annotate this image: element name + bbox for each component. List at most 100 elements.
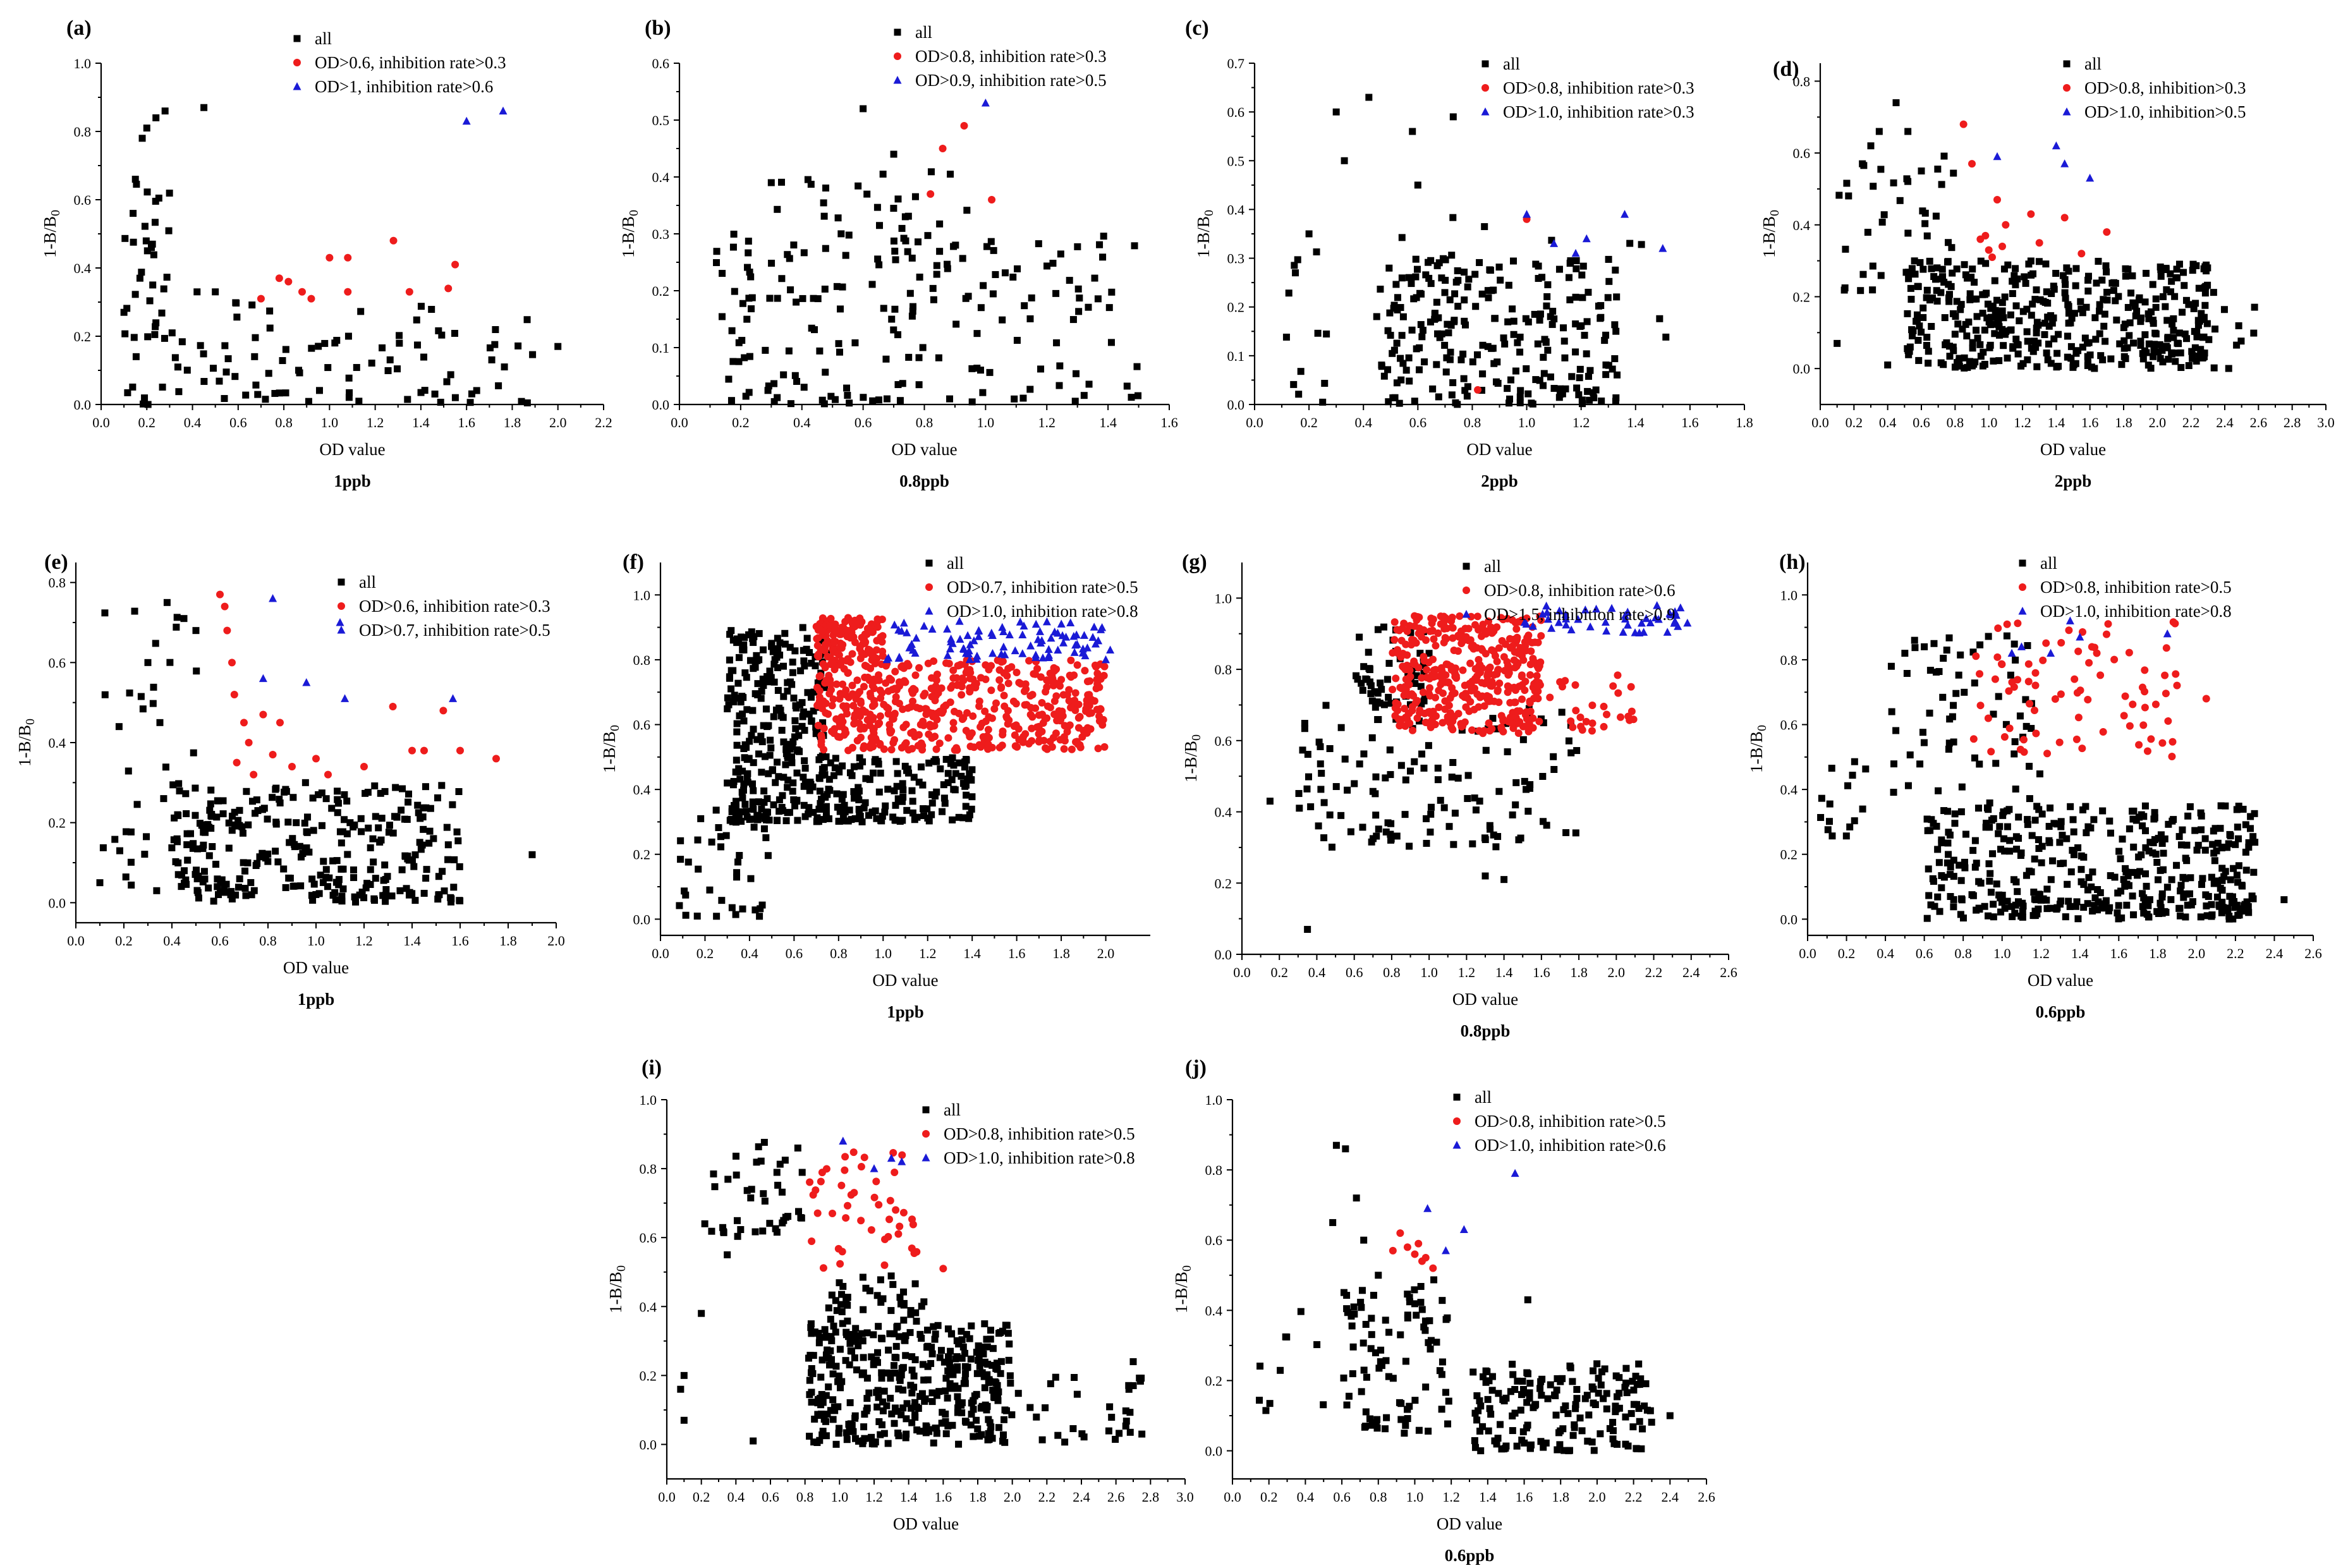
- point-all: [876, 222, 884, 229]
- point-mid: [1413, 697, 1421, 705]
- point-all: [116, 847, 123, 854]
- point-all: [2164, 334, 2172, 341]
- point-all: [748, 294, 756, 301]
- x-tick-label: 1.6: [1008, 945, 1026, 961]
- point-all: [962, 295, 970, 302]
- point-all: [151, 331, 159, 338]
- point-all: [1053, 339, 1061, 346]
- point-all: [234, 884, 242, 891]
- point-all: [950, 762, 958, 769]
- point-high: [903, 628, 911, 636]
- point-all: [1500, 876, 1508, 884]
- x-tick-label: 1.4: [900, 1489, 918, 1505]
- point-all: [822, 1392, 830, 1399]
- point-all: [370, 895, 378, 903]
- point-mid: [891, 684, 899, 693]
- point-mid: [2039, 656, 2047, 664]
- y-tick-label: 0.2: [640, 1368, 657, 1383]
- point-all: [2110, 279, 2118, 286]
- point-all: [1857, 287, 1864, 295]
- point-all: [123, 828, 130, 836]
- point-all: [180, 615, 188, 623]
- point-all: [850, 763, 858, 770]
- point-all: [195, 894, 202, 902]
- point-all: [325, 874, 333, 882]
- point-all: [2158, 839, 2166, 847]
- point-all: [2130, 843, 2138, 851]
- point-all: [808, 717, 815, 725]
- point-all: [888, 315, 896, 323]
- point-all: [382, 876, 389, 884]
- point-all: [2144, 902, 2152, 909]
- y-tick-label: 0.8: [640, 1161, 657, 1177]
- point-all: [318, 822, 325, 829]
- point-mid: [902, 720, 910, 729]
- point-all: [2016, 712, 2024, 720]
- x-tick-label: 1.0: [321, 415, 339, 430]
- point-all: [252, 810, 259, 817]
- point-all: [1377, 679, 1384, 687]
- point-all: [734, 769, 742, 776]
- point-all: [318, 789, 325, 797]
- point-all: [1319, 398, 1327, 406]
- point-all: [2096, 307, 2103, 315]
- point-all: [883, 395, 891, 403]
- point-all: [2107, 829, 2114, 837]
- point-mid: [269, 751, 277, 758]
- point-all: [2202, 283, 2210, 290]
- point-mid: [1993, 653, 2002, 661]
- point-all: [818, 396, 826, 404]
- point-all: [677, 856, 684, 863]
- point-all: [2053, 363, 2060, 371]
- point-all: [1555, 394, 1563, 401]
- point-all: [2152, 295, 2160, 303]
- point-all: [1434, 776, 1442, 784]
- point-all: [986, 368, 994, 376]
- x-tick-label: 0.8: [259, 933, 277, 949]
- point-all: [1011, 395, 1018, 403]
- point-all: [1332, 108, 1340, 116]
- point-all: [766, 751, 774, 759]
- point-mid: [2019, 736, 2028, 744]
- point-mid: [2120, 712, 2128, 720]
- point-mid: [444, 284, 453, 293]
- point-all: [1974, 334, 1981, 342]
- point-all: [1434, 764, 1442, 772]
- y-tick-label: 0.8: [1215, 662, 1232, 678]
- point-all: [1938, 265, 1946, 273]
- point-all: [1282, 333, 1290, 341]
- point-all: [279, 357, 286, 365]
- point-all: [2173, 861, 2181, 869]
- point-all: [305, 848, 313, 856]
- legend-label: OD>1.5, inhibition rate>0.9: [1484, 605, 1676, 624]
- point-all: [2247, 813, 2254, 820]
- point-all: [1454, 774, 1462, 782]
- point-mid: [1588, 727, 1596, 735]
- point-all: [2241, 908, 2249, 915]
- point-all: [1989, 302, 1997, 310]
- point-all: [1548, 320, 1556, 328]
- point-mid: [1600, 702, 1608, 710]
- point-all: [774, 686, 782, 694]
- point-mid: [216, 590, 224, 599]
- point-all: [835, 1372, 842, 1380]
- point-all: [829, 1370, 837, 1378]
- point-all: [765, 678, 772, 686]
- point-all: [2056, 901, 2064, 908]
- point-all: [983, 1406, 990, 1414]
- point-all: [2102, 262, 2110, 270]
- point-all: [2144, 310, 2152, 318]
- x-tick-label: 0.2: [1300, 415, 1318, 430]
- point-all: [811, 1415, 818, 1423]
- y-axis-label: 1-B/B0: [1181, 734, 1203, 782]
- point-all: [398, 866, 406, 873]
- point-all: [1947, 283, 1955, 290]
- point-all: [148, 244, 155, 252]
- point-all: [422, 783, 429, 791]
- x-tick-label: 0.4: [727, 1489, 745, 1505]
- point-all: [733, 720, 741, 727]
- point-all: [987, 238, 995, 245]
- point-mid: [1019, 736, 1027, 744]
- point-all: [825, 1383, 832, 1390]
- point-all: [821, 285, 829, 293]
